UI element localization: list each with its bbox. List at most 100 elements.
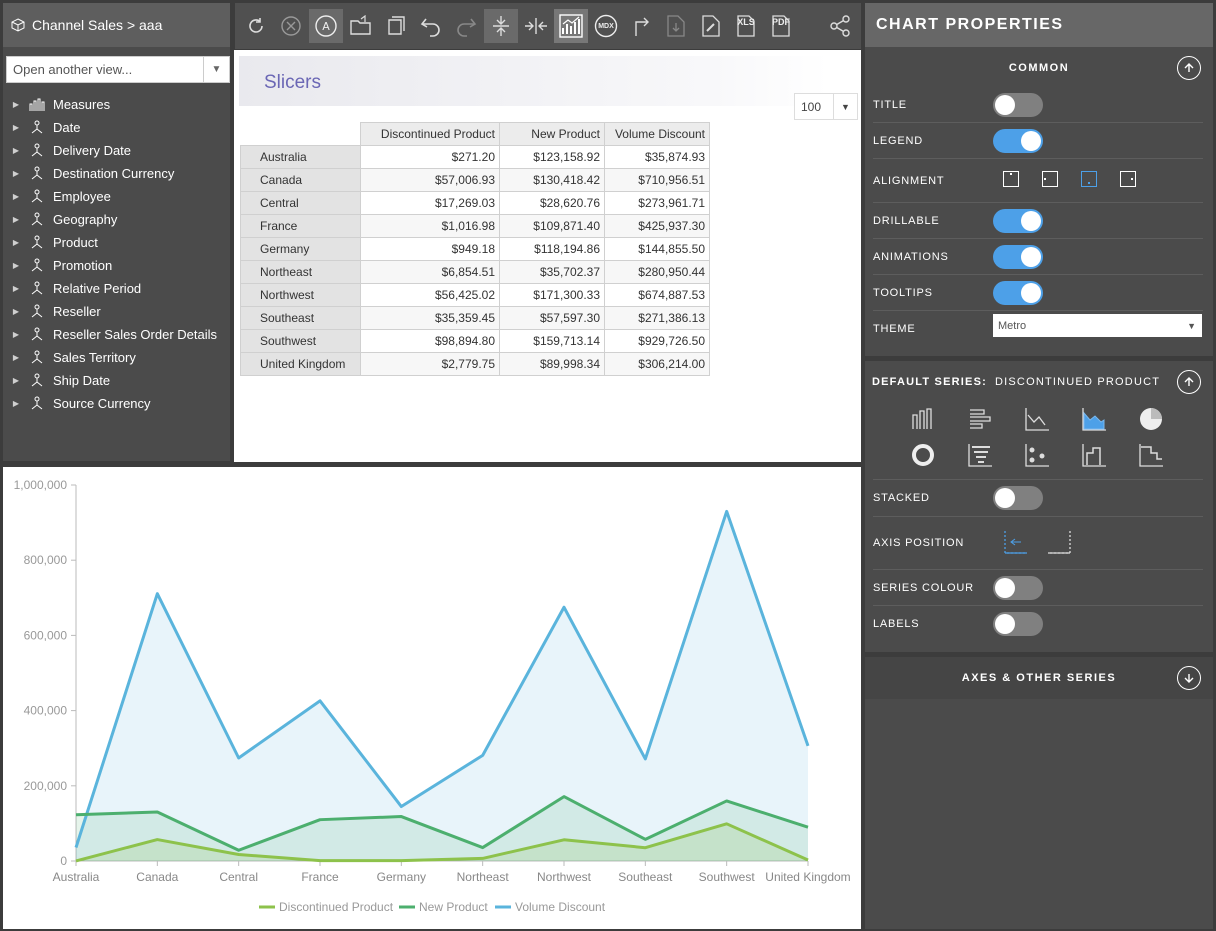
align-bottom-icon[interactable] — [1081, 171, 1097, 187]
grid-cell[interactable]: $35,702.37 — [499, 260, 605, 284]
scatter-chart-icon[interactable] — [1023, 441, 1051, 469]
grid-cell[interactable]: $57,006.93 — [360, 168, 500, 192]
step-bar-chart-icon[interactable] — [1137, 441, 1165, 469]
tree-item[interactable]: ▶ Destination Currency — [3, 162, 230, 185]
row-header[interactable]: Canada — [240, 168, 361, 192]
grid-cell[interactable]: $2,779.75 — [360, 352, 500, 376]
chevron-down-icon[interactable]: ▼ — [833, 94, 857, 119]
expand-arrow-icon[interactable]: ▶ — [12, 399, 20, 408]
area-chart-icon[interactable] — [1080, 405, 1108, 433]
row-header[interactable]: Northwest — [240, 283, 361, 307]
grid-cell[interactable]: $425,937.30 — [604, 214, 710, 238]
collapse-up-icon[interactable] — [1177, 370, 1201, 394]
export-pdf-icon[interactable]: PDF — [764, 9, 798, 43]
redo-icon[interactable] — [449, 9, 483, 43]
line-chart-icon[interactable] — [1023, 405, 1051, 433]
export-xls-icon[interactable]: XLS — [729, 9, 763, 43]
axes-other-series-header[interactable]: AXES & OTHER SERIES — [865, 657, 1213, 699]
pane-splitter[interactable] — [230, 462, 861, 467]
expand-arrow-icon[interactable]: ▶ — [12, 284, 20, 293]
tree-item[interactable]: ▶ Geography — [3, 208, 230, 231]
slicers-bar[interactable]: Slicers — [239, 56, 829, 106]
grid-cell[interactable]: $159,713.14 — [499, 329, 605, 353]
grid-cell[interactable]: $130,418.42 — [499, 168, 605, 192]
grid-cell[interactable]: $28,620.76 — [499, 191, 605, 215]
bar-chart-icon[interactable] — [966, 405, 994, 433]
pie-chart-icon[interactable] — [1137, 405, 1165, 433]
expand-arrow-icon[interactable]: ▶ — [12, 146, 20, 155]
series-colour-toggle[interactable] — [993, 575, 1043, 600]
row-header[interactable]: United Kingdom — [240, 352, 361, 376]
chart-view-icon[interactable] — [554, 9, 588, 43]
expand-arrow-icon[interactable]: ▶ — [12, 330, 20, 339]
grid-cell[interactable]: $929,726.50 — [604, 329, 710, 353]
pivot-icon[interactable] — [624, 9, 658, 43]
open-folder-icon[interactable] — [344, 9, 378, 43]
expand-arrow-icon[interactable]: ▶ — [12, 238, 20, 247]
grid-cell[interactable]: $57,597.30 — [499, 306, 605, 330]
chevron-down-icon[interactable]: ▼ — [1187, 320, 1196, 331]
tree-item[interactable]: ▶ Reseller Sales Order Details — [3, 323, 230, 346]
grid-cell[interactable]: $1,016.98 — [360, 214, 500, 238]
column-chart-icon[interactable] — [909, 405, 937, 433]
grid-cell[interactable]: $674,887.53 — [604, 283, 710, 307]
grid-cell[interactable]: $89,998.34 — [499, 352, 605, 376]
save-icon[interactable] — [379, 9, 413, 43]
tree-item[interactable]: ▶ Relative Period — [3, 277, 230, 300]
row-header[interactable]: Northeast — [240, 260, 361, 284]
row-header[interactable]: France — [240, 214, 361, 238]
collapse-columns-icon[interactable] — [519, 9, 553, 43]
expand-arrow-icon[interactable]: ▶ — [12, 353, 20, 362]
expand-down-icon[interactable] — [1177, 666, 1201, 690]
drillable-toggle[interactable] — [993, 208, 1043, 233]
tree-item[interactable]: ▶ Sales Territory — [3, 346, 230, 369]
align-left-icon[interactable] — [1042, 171, 1058, 187]
tree-item[interactable]: ▶ Date — [3, 116, 230, 139]
donut-chart-icon[interactable] — [909, 441, 937, 469]
axis-left-icon[interactable] — [1001, 529, 1029, 555]
title-toggle[interactable] — [993, 92, 1043, 117]
grid-cell[interactable]: $271.20 — [360, 145, 500, 169]
tree-item[interactable]: ▶ Product — [3, 231, 230, 254]
share-icon[interactable] — [823, 9, 857, 43]
tree-item[interactable]: ▶ Source Currency — [3, 392, 230, 415]
grid-cell[interactable]: $98,894.80 — [360, 329, 500, 353]
row-header[interactable]: Southwest — [240, 329, 361, 353]
expand-arrow-icon[interactable]: ▶ — [12, 307, 20, 316]
grid-cell[interactable]: $710,956.51 — [604, 168, 710, 192]
row-header[interactable]: Germany — [240, 237, 361, 261]
column-header[interactable]: Discontinued Product — [360, 122, 500, 146]
export-icon[interactable] — [659, 9, 693, 43]
legend-toggle[interactable] — [993, 128, 1043, 153]
grid-cell[interactable]: $949.18 — [360, 237, 500, 261]
expand-arrow-icon[interactable]: ▶ — [12, 169, 20, 178]
grid-cell[interactable]: $17,269.03 — [360, 191, 500, 215]
grid-cell[interactable]: $271,386.13 — [604, 306, 710, 330]
grid-cell[interactable]: $123,158.92 — [499, 145, 605, 169]
grid-cell[interactable]: $280,950.44 — [604, 260, 710, 284]
tooltips-toggle[interactable] — [993, 280, 1043, 305]
cancel-icon[interactable] — [274, 9, 308, 43]
expand-arrow-icon[interactable]: ▶ — [12, 100, 20, 109]
refresh-icon[interactable] — [239, 9, 273, 43]
grid-cell[interactable]: $6,854.51 — [360, 260, 500, 284]
expand-arrow-icon[interactable]: ▶ — [12, 192, 20, 201]
common-section-header[interactable]: COMMON — [865, 47, 1213, 89]
grid-cell[interactable]: $171,300.33 — [499, 283, 605, 307]
auto-refresh-icon[interactable]: A — [309, 9, 343, 43]
align-right-icon[interactable] — [1120, 171, 1136, 187]
collapse-rows-icon[interactable] — [484, 9, 518, 43]
axis-right-icon[interactable] — [1046, 529, 1074, 555]
grid-cell[interactable]: $118,194.86 — [499, 237, 605, 261]
row-header[interactable]: Central — [240, 191, 361, 215]
tree-item[interactable]: ▶ Measures — [3, 93, 230, 116]
labels-toggle[interactable] — [993, 612, 1043, 636]
expand-arrow-icon[interactable]: ▶ — [12, 123, 20, 132]
breadcrumb[interactable]: Channel Sales > aaa — [3, 3, 230, 47]
grid-cell[interactable]: $144,855.50 — [604, 237, 710, 261]
grid-cell[interactable]: $273,961.71 — [604, 191, 710, 215]
grid-cell[interactable]: $109,871.40 — [499, 214, 605, 238]
undo-icon[interactable] — [414, 9, 448, 43]
grid-cell[interactable]: $35,359.45 — [360, 306, 500, 330]
tree-item[interactable]: ▶ Promotion — [3, 254, 230, 277]
